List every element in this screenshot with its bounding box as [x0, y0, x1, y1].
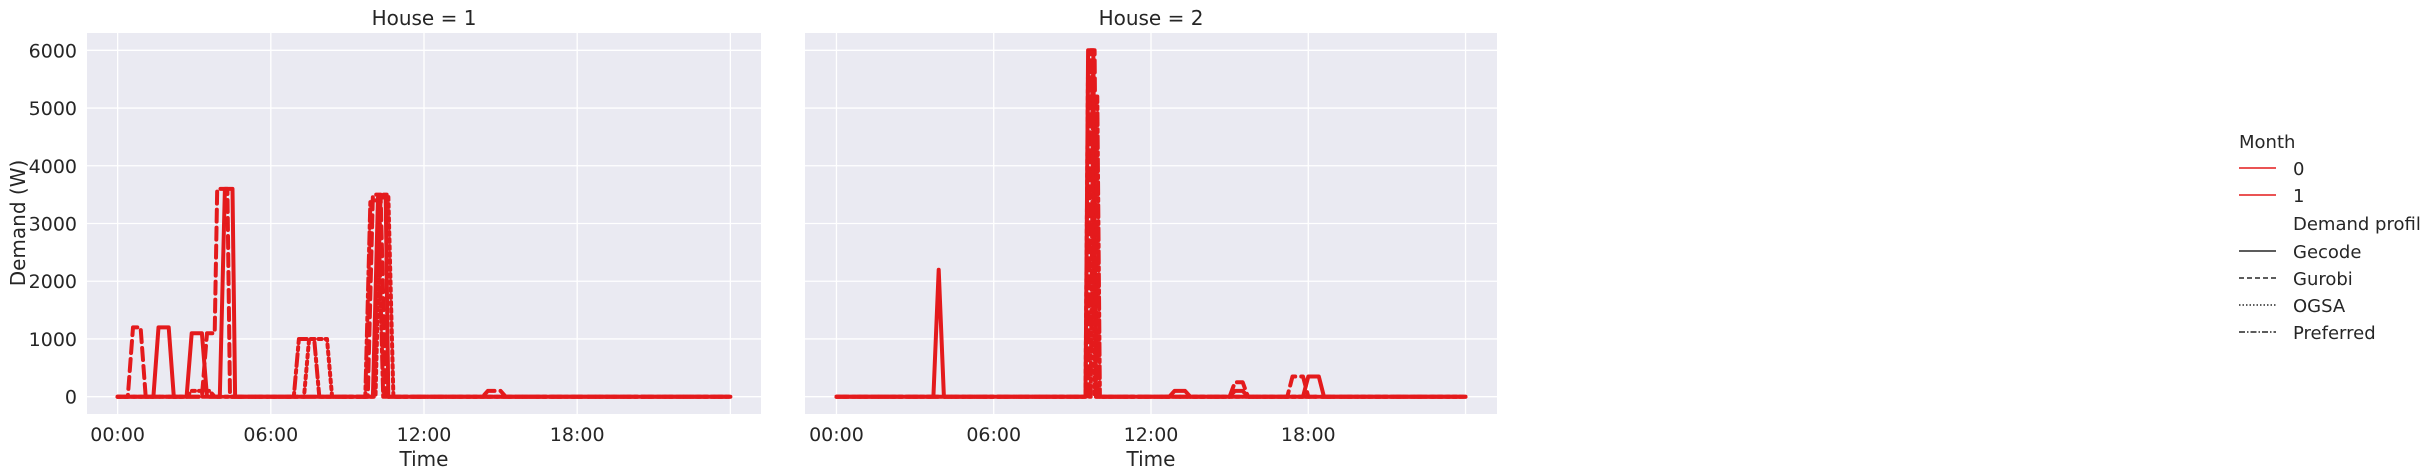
x-tick-labels: 00:00 06:00 12:00 18:00	[90, 424, 604, 446]
y-tick-label: 3000	[29, 214, 77, 236]
y-tick-label: 6000	[29, 40, 77, 62]
x-tick-label: 18:00	[550, 424, 605, 446]
x-axis-label: Time	[1126, 447, 1176, 471]
series-line-ogsa	[115, 192, 733, 399]
legend: Month 0 1 Demand profile Gecode Gurobi O…	[2239, 132, 2421, 344]
panel-house-2: House = 2 00:00 06:00 12:00 18:00 Time	[805, 6, 1497, 471]
y-tick-label: 1000	[29, 329, 77, 351]
y-tick-labels: 0 1000 2000 3000 4000 5000 6000	[29, 40, 77, 408]
x-tick-label: 12:00	[1124, 424, 1179, 446]
panel-house-1: House = 1 0 1000 2000 3000 4000 5000 6000 00:0…	[29, 6, 761, 471]
legend-style-title: Demand profile	[2293, 214, 2421, 235]
series-line-preferred	[115, 198, 733, 399]
x-tick-labels: 00:00 06:00 12:00 18:00	[809, 424, 1336, 446]
x-tick-label: 06:00	[243, 424, 298, 446]
series-lines	[115, 186, 733, 399]
series-lines	[834, 48, 1468, 399]
x-tick-label: 18:00	[1281, 424, 1336, 446]
legend-item-gecode: Gecode	[2293, 242, 2361, 263]
series-line-gurobi	[834, 48, 1468, 399]
x-tick-label: 00:00	[809, 424, 864, 446]
legend-item-preferred: Preferred	[2293, 323, 2376, 344]
y-tick-label: 5000	[29, 98, 77, 120]
gridlines	[87, 33, 761, 414]
y-tick-label: 4000	[29, 156, 77, 178]
legend-item-gurobi: Gurobi	[2293, 269, 2353, 290]
x-tick-label: 00:00	[90, 424, 145, 446]
series-line-preferred	[834, 94, 1468, 399]
y-axis-label: Demand (W)	[6, 160, 30, 287]
legend-item-ogsa: OGSA	[2293, 296, 2346, 317]
legend-item-month-0: 0	[2293, 159, 2304, 180]
panel-title: House = 2	[1099, 6, 1204, 30]
x-tick-label: 06:00	[966, 424, 1021, 446]
panel-title: House = 1	[372, 6, 477, 30]
series-line-gurobi	[115, 186, 733, 399]
legend-hue-title: Month	[2239, 132, 2295, 153]
x-axis-label: Time	[399, 447, 449, 471]
x-tick-label: 12:00	[397, 424, 452, 446]
y-tick-label: 0	[65, 387, 77, 409]
y-tick-label: 2000	[29, 271, 77, 293]
legend-item-month-1: 1	[2293, 186, 2304, 207]
